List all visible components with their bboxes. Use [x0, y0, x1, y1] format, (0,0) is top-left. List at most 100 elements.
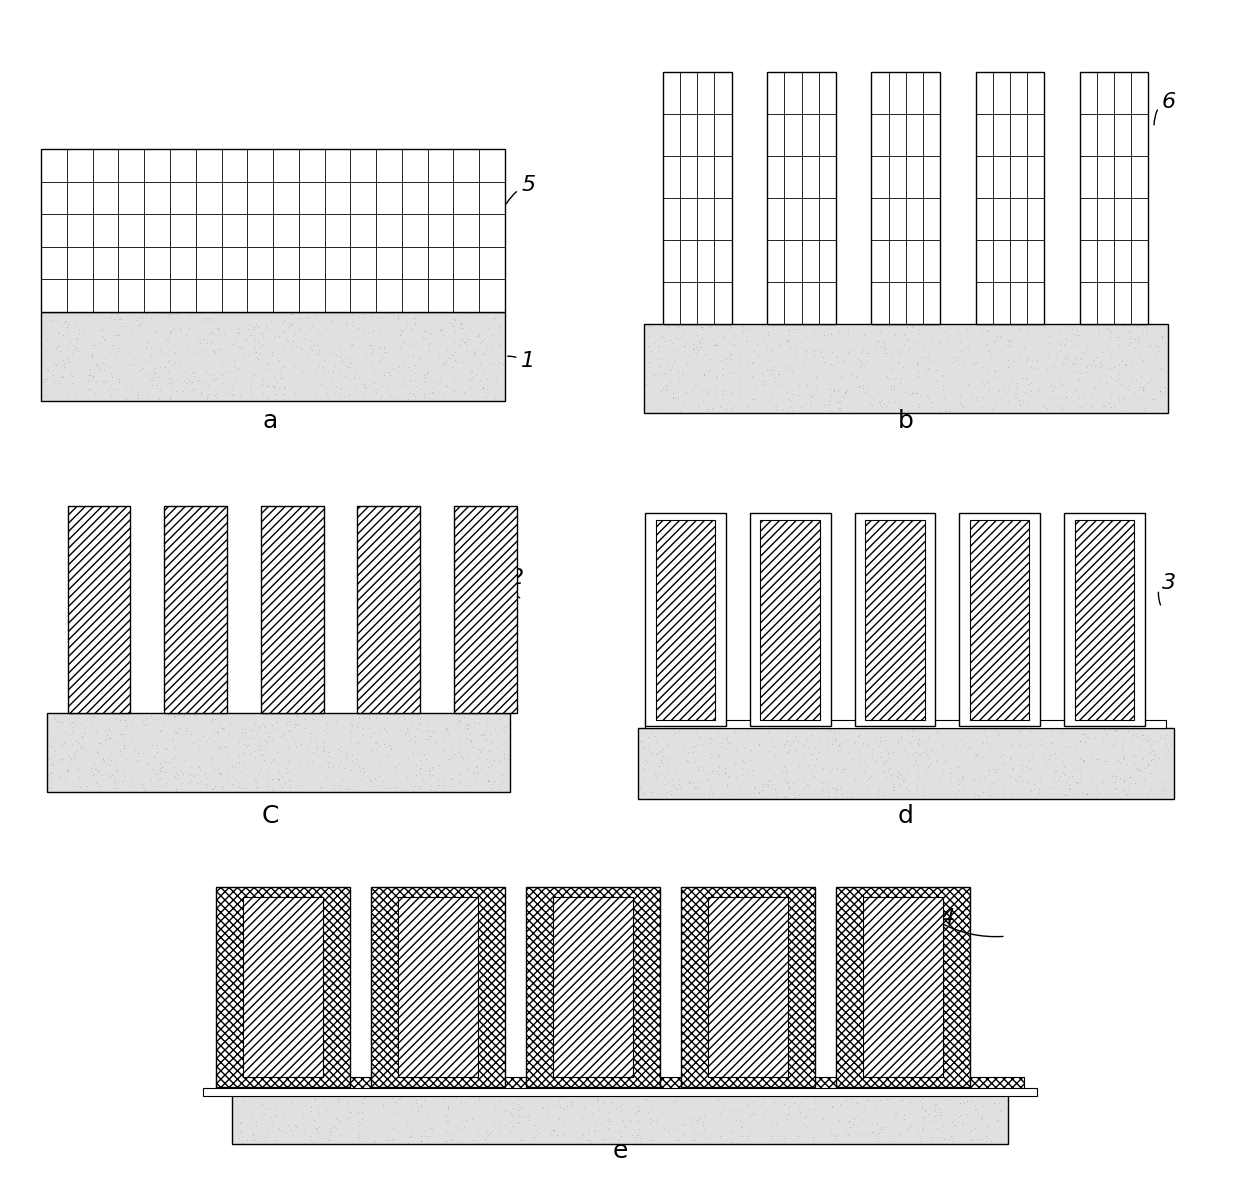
- Point: [133, 711, 153, 730]
- Point: [433, 712, 453, 731]
- Point: [636, 375, 656, 394]
- Point: [228, 777, 248, 796]
- Point: [821, 1120, 841, 1139]
- Point: [780, 778, 800, 797]
- Point: [711, 1127, 730, 1146]
- Point: [921, 719, 941, 738]
- Point: [1133, 323, 1153, 342]
- Point: [667, 789, 687, 808]
- Point: [942, 1113, 962, 1132]
- Point: [269, 769, 289, 789]
- Point: [311, 707, 331, 727]
- Point: [827, 779, 847, 798]
- Point: [851, 725, 870, 744]
- Point: [464, 1113, 484, 1132]
- Point: [670, 401, 689, 420]
- Point: [1127, 317, 1147, 336]
- Point: [501, 1104, 521, 1123]
- Bar: [976, 73, 1044, 323]
- Point: [249, 323, 269, 342]
- Point: [191, 303, 211, 322]
- Point: [584, 1121, 604, 1141]
- Point: [894, 326, 914, 345]
- Point: [913, 347, 932, 366]
- Point: [61, 749, 81, 768]
- Point: [1101, 323, 1121, 342]
- Point: [517, 1081, 537, 1100]
- Point: [64, 748, 84, 767]
- Point: [234, 321, 254, 340]
- Point: [751, 371, 771, 390]
- Point: [920, 1111, 940, 1130]
- Point: [150, 722, 170, 741]
- Point: [875, 344, 895, 363]
- Point: [965, 769, 985, 789]
- Point: [849, 741, 869, 760]
- Point: [723, 372, 743, 391]
- Point: [516, 1107, 536, 1126]
- Point: [729, 384, 749, 403]
- Point: [479, 772, 498, 791]
- Point: [699, 734, 719, 753]
- Point: [768, 755, 787, 774]
- Point: [439, 725, 459, 744]
- Point: [160, 389, 180, 408]
- Point: [1120, 768, 1140, 787]
- Point: [756, 774, 776, 793]
- Point: [712, 389, 732, 408]
- Point: [776, 402, 796, 421]
- Point: [598, 1119, 618, 1138]
- Bar: [232, 1088, 1008, 1144]
- Point: [1109, 367, 1128, 387]
- Point: [401, 762, 420, 781]
- Point: [823, 356, 843, 375]
- Point: [761, 365, 781, 384]
- Point: [469, 749, 489, 768]
- Point: [1118, 721, 1138, 740]
- Point: [331, 752, 351, 771]
- Point: [58, 761, 78, 780]
- Point: [760, 771, 780, 790]
- Point: [782, 773, 802, 792]
- Point: [825, 778, 844, 797]
- Point: [366, 740, 386, 759]
- Point: [651, 400, 671, 419]
- Point: [67, 328, 87, 347]
- Point: [408, 743, 428, 762]
- Point: [557, 1096, 577, 1115]
- Point: [687, 735, 707, 754]
- Point: [745, 778, 765, 797]
- Point: [723, 1101, 743, 1120]
- Point: [851, 342, 870, 361]
- Point: [658, 761, 678, 780]
- Point: [837, 786, 857, 805]
- Point: [99, 755, 119, 774]
- Point: [1071, 350, 1091, 369]
- Point: [701, 777, 720, 796]
- Point: [301, 339, 321, 358]
- Point: [689, 777, 709, 796]
- Point: [246, 347, 265, 366]
- Point: [355, 762, 374, 781]
- Point: [951, 730, 971, 749]
- Point: [754, 364, 774, 383]
- Point: [935, 402, 955, 421]
- Point: [257, 1127, 277, 1146]
- Point: [1068, 772, 1087, 791]
- Point: [756, 360, 776, 379]
- Point: [878, 391, 898, 410]
- Point: [410, 321, 430, 340]
- Text: 1: 1: [521, 351, 536, 371]
- Point: [228, 772, 248, 791]
- Point: [56, 738, 76, 758]
- Point: [629, 1112, 649, 1131]
- Point: [286, 737, 306, 756]
- Point: [1112, 372, 1132, 391]
- Point: [1117, 379, 1137, 398]
- Point: [356, 379, 376, 398]
- Point: [1112, 741, 1132, 760]
- Point: [1021, 722, 1040, 741]
- Bar: [681, 886, 815, 1087]
- Point: [392, 320, 412, 339]
- Point: [957, 1092, 977, 1111]
